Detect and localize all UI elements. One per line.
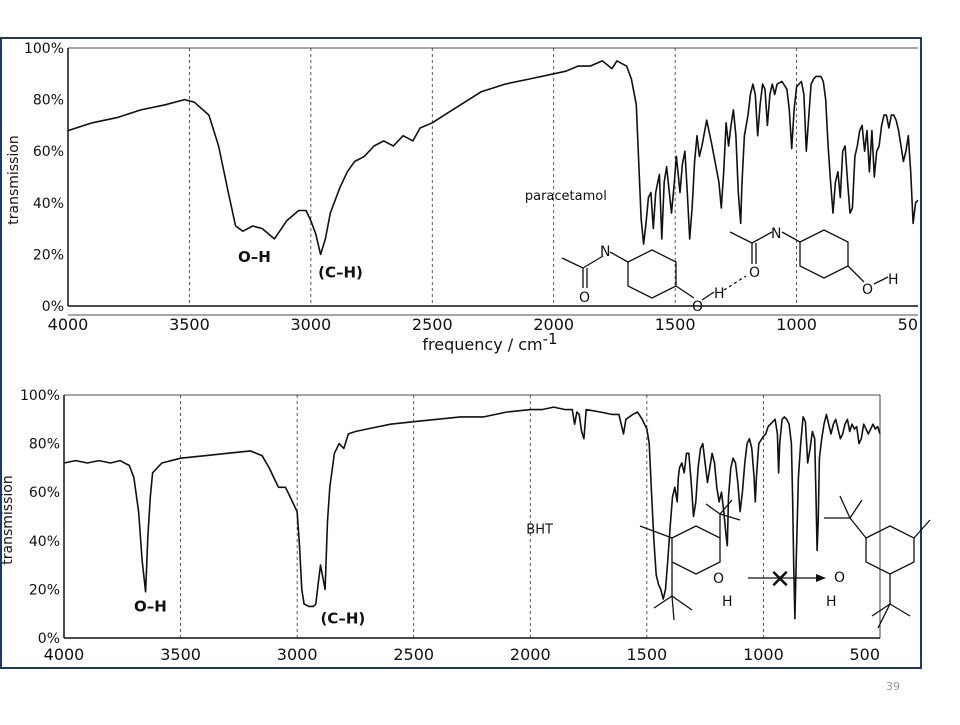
annotations: O–H (C–H) BHT <box>134 523 553 628</box>
y-tick-label: 20% <box>29 582 60 598</box>
x-tick-label: 2500 <box>412 315 453 334</box>
vertical-grid-lines <box>189 48 797 306</box>
band-annotation: O–H <box>238 248 271 266</box>
x-tick-labels: 4000 3500 3000 2500 2000 1500 1000 500 <box>44 645 880 664</box>
y-tick-labels: 0% 20% 40% 60% 80% 100% <box>24 41 64 315</box>
paracetamol-h-2: H <box>888 272 899 288</box>
chart-title-label: paracetamol <box>525 189 607 204</box>
page-number: 39 <box>886 680 900 693</box>
band-annotation: O–H <box>134 597 167 615</box>
y-tick-label: 0% <box>38 631 60 647</box>
chart-title-label: BHT <box>526 523 553 538</box>
paracetamol-o-4: O <box>862 282 873 298</box>
y-tick-label: 60% <box>29 485 60 501</box>
y-tick-label: 0% <box>42 299 64 315</box>
paracetamol-o-3: O <box>749 265 760 281</box>
x-tick-label: 1000 <box>776 315 817 334</box>
y-tick-label: 80% <box>29 437 60 453</box>
x-tick-label: 4000 <box>44 645 85 664</box>
bht-h-1: H <box>722 594 733 610</box>
y-tick-label: 20% <box>33 247 64 263</box>
x-tick-label: 1000 <box>743 645 784 664</box>
y-tick-label: 60% <box>33 144 64 160</box>
blocked-arrow-cross: ✕ <box>769 565 791 595</box>
y-tick-labels: 0% 20% 40% 60% 80% 100% <box>20 388 60 647</box>
paracetamol-n-2: N <box>771 226 781 242</box>
x-tick-label: 3500 <box>160 645 201 664</box>
y-tick-label: 40% <box>29 534 60 550</box>
vertical-grid-lines <box>180 395 764 638</box>
x-tick-label: 1500 <box>626 645 667 664</box>
bht-ir-chart: 0% 20% 40% 60% 80% 100% 4000 3500 3000 2500 2000 1… <box>0 388 931 664</box>
x-tick-label: 1500 <box>655 315 696 334</box>
y-axis-label: transmission <box>6 135 22 224</box>
paracetamol-o-1: O <box>579 290 590 306</box>
y-tick-label: 100% <box>20 388 60 404</box>
x-tick-label: 2000 <box>510 645 551 664</box>
slide-border <box>0 37 922 669</box>
paracetamol-structure: N O O H N O O H <box>561 226 899 315</box>
bht-h-2: H <box>826 594 837 610</box>
bht-o-2: O <box>834 570 845 586</box>
spectrum-line <box>63 406 881 620</box>
x-tick-label: 2500 <box>393 645 434 664</box>
x-tick-label: 3000 <box>277 645 318 664</box>
y-tick-label: 40% <box>33 196 64 212</box>
y-tick-label: 100% <box>24 41 64 57</box>
x-axis-label: frequency / cm-1 <box>422 330 557 354</box>
paracetamol-o-2: O <box>692 299 703 315</box>
x-tick-labels: 4000 3500 3000 2500 2000 1500 1000 50 <box>48 315 918 334</box>
paracetamol-h-1: H <box>714 286 725 302</box>
bht-structure: O H ✕ O H <box>639 495 931 629</box>
x-tick-label: 3500 <box>169 315 210 334</box>
x-tick-label: 50 <box>898 315 918 334</box>
x-tick-label: 4000 <box>48 315 89 334</box>
spectrum-line <box>67 60 919 256</box>
x-tick-label: 2000 <box>533 315 574 334</box>
y-tick-label: 80% <box>33 93 64 109</box>
y-axis-label: transmission <box>0 475 16 564</box>
x-tick-label: 3000 <box>290 315 331 334</box>
band-annotation: (C–H) <box>318 264 363 282</box>
annotations: O–H (C–H) paracetamol <box>238 189 607 281</box>
x-tick-label: 500 <box>849 645 880 664</box>
bht-o-1: O <box>713 571 724 587</box>
paracetamol-n-1: N <box>600 244 610 260</box>
paracetamol-ir-chart: 0% 20% 40% 60% 80% 100% 4000 3500 3000 2500 2000 1… <box>6 41 919 354</box>
band-annotation: (C–H) <box>320 609 365 627</box>
